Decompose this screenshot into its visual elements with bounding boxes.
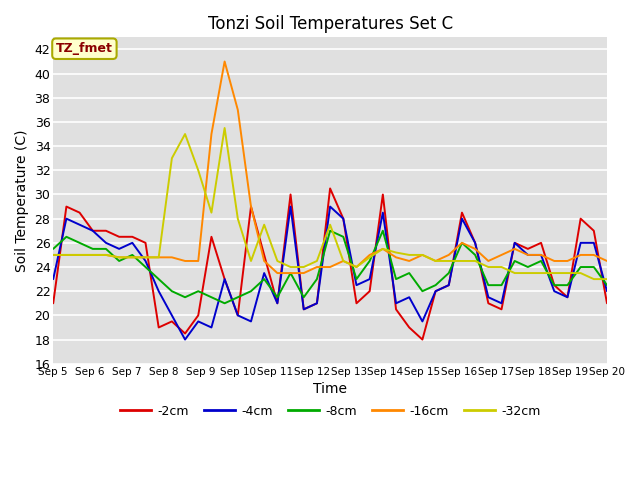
X-axis label: Time: Time	[313, 382, 347, 396]
Legend: -2cm, -4cm, -8cm, -16cm, -32cm: -2cm, -4cm, -8cm, -16cm, -32cm	[115, 400, 545, 423]
Title: Tonzi Soil Temperatures Set C: Tonzi Soil Temperatures Set C	[207, 15, 452, 33]
Text: TZ_fmet: TZ_fmet	[56, 42, 113, 55]
Y-axis label: Soil Temperature (C): Soil Temperature (C)	[15, 129, 29, 272]
